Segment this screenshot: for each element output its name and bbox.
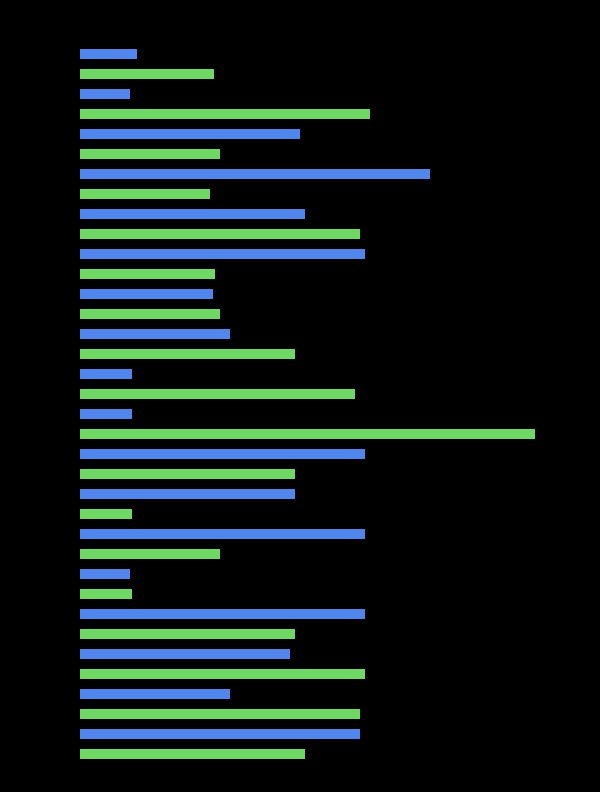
bar-22	[80, 489, 295, 499]
bar-21	[80, 469, 295, 479]
bar-35	[80, 749, 305, 759]
bar-12	[80, 289, 213, 299]
bar-5	[80, 149, 220, 159]
horizontal-bar-chart	[0, 0, 600, 792]
bar-25	[80, 549, 220, 559]
bar-2	[80, 89, 130, 99]
bar-17	[80, 389, 355, 399]
bar-15	[80, 349, 295, 359]
bar-19	[80, 429, 535, 439]
bar-0	[80, 49, 137, 59]
bar-6	[80, 169, 430, 179]
bar-18	[80, 409, 132, 419]
bar-30	[80, 649, 290, 659]
bar-7	[80, 189, 210, 199]
bar-26	[80, 569, 130, 579]
bar-10	[80, 249, 365, 259]
bar-20	[80, 449, 365, 459]
bar-27	[80, 589, 132, 599]
bar-24	[80, 529, 365, 539]
bar-23	[80, 509, 132, 519]
bar-8	[80, 209, 305, 219]
bar-32	[80, 689, 230, 699]
bar-29	[80, 629, 295, 639]
bar-11	[80, 269, 215, 279]
bar-14	[80, 329, 230, 339]
bar-31	[80, 669, 365, 679]
bar-9	[80, 229, 360, 239]
bar-3	[80, 109, 370, 119]
bar-16	[80, 369, 132, 379]
bar-28	[80, 609, 365, 619]
bar-4	[80, 129, 300, 139]
bar-34	[80, 729, 360, 739]
bar-1	[80, 69, 214, 79]
bar-33	[80, 709, 360, 719]
bar-13	[80, 309, 220, 319]
